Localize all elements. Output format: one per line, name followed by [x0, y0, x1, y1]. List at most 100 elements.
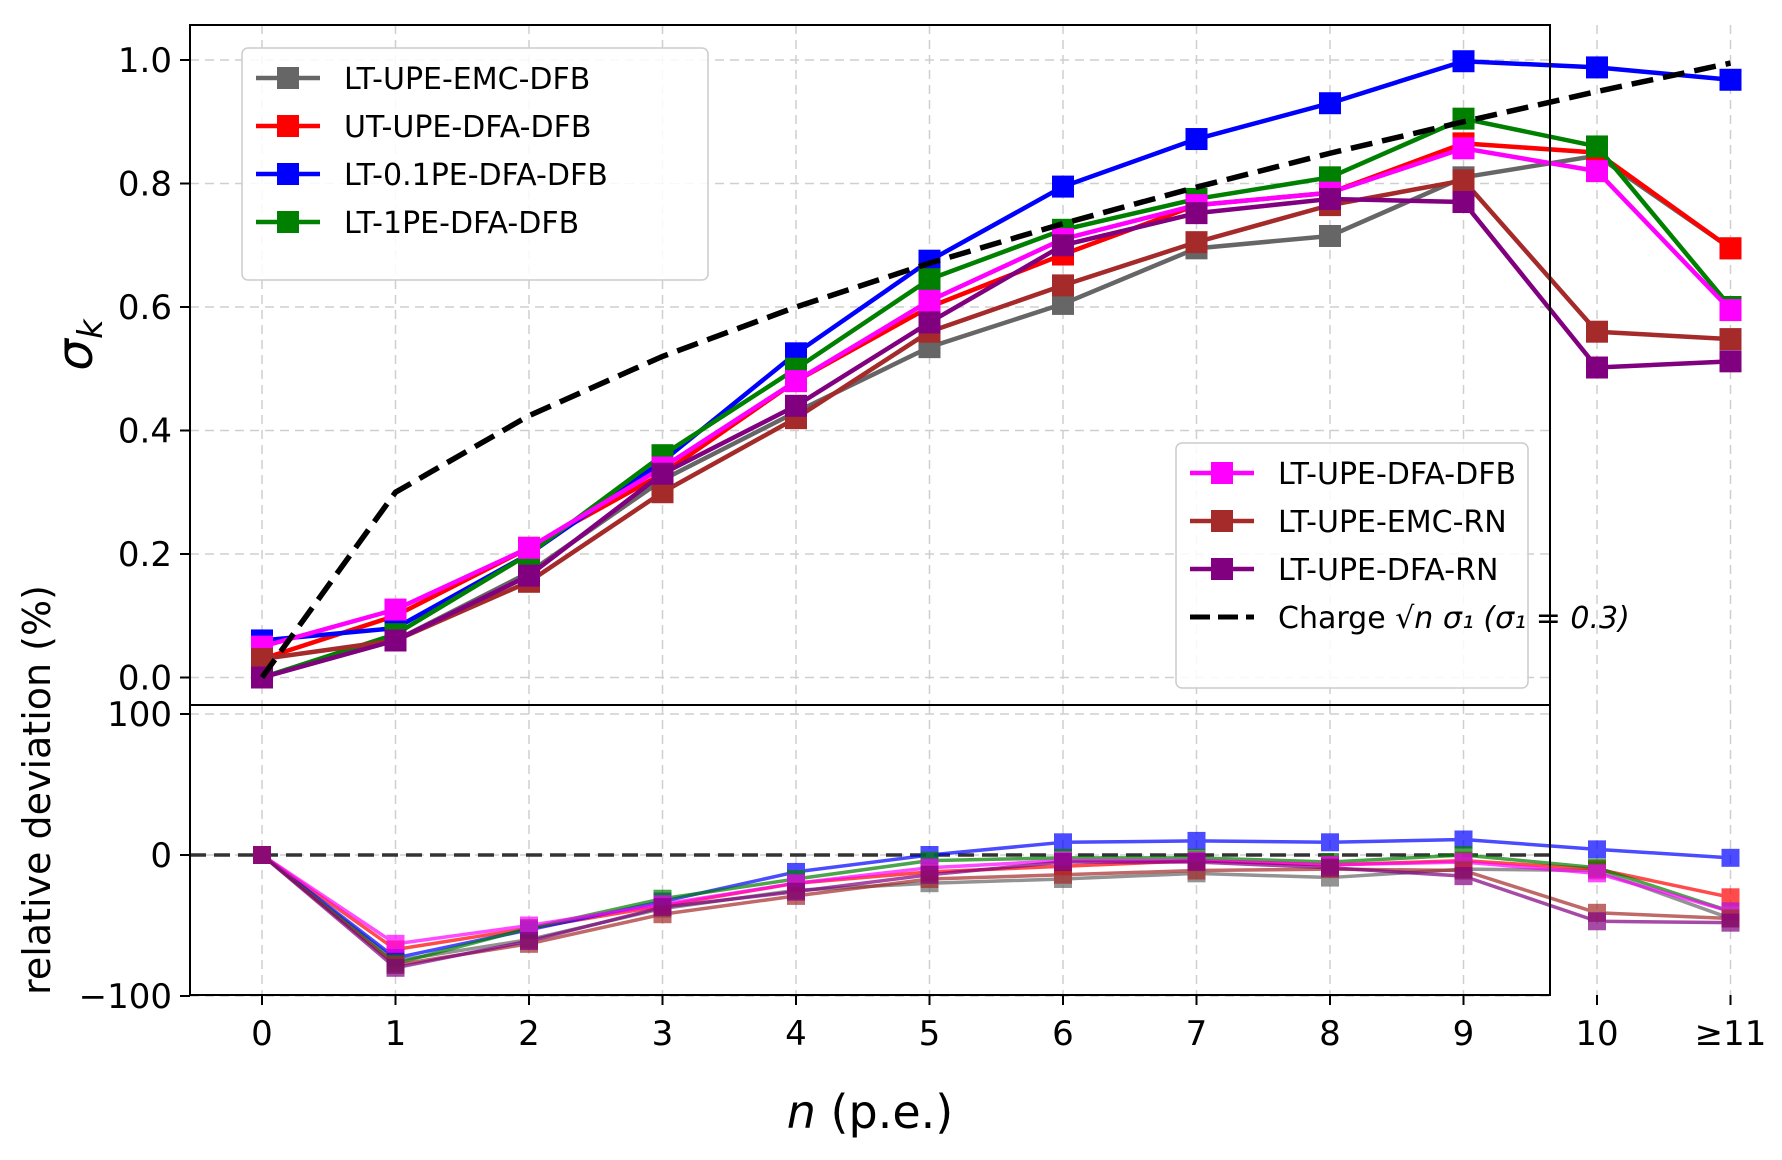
x-tick-label: ≥11	[1695, 1014, 1767, 1054]
x-axis-variable: n	[787, 1085, 816, 1139]
bottom-series-marker	[1321, 858, 1339, 877]
legend-marker	[277, 67, 299, 89]
x-tick-label: 5	[919, 1014, 941, 1054]
legend-label: Charge √n σ₁ (σ₁ = 0.3)	[1278, 601, 1630, 636]
legend-label: LT-UPE-DFA-RN	[1278, 553, 1498, 588]
bottom-y-axis-label: relative deviation (%)	[15, 585, 59, 995]
top-y-axis-label: σk	[46, 318, 111, 371]
top-series-marker	[1185, 231, 1208, 254]
top-series-marker	[518, 536, 540, 559]
legend-entry-lt-upe-emc-dfb: LT-UPE-EMC-DFB	[256, 62, 590, 97]
legend-label: LT-UPE-EMC-DFB	[344, 62, 590, 97]
bottom-panel-series	[253, 830, 1740, 977]
x-tick-label: 0	[251, 1014, 273, 1054]
top-series-marker	[1586, 356, 1608, 379]
top-series-marker	[785, 394, 807, 417]
top-series-marker	[1719, 328, 1742, 351]
legend-marker	[277, 211, 299, 233]
bottom-y-tick-label: 0	[150, 836, 172, 876]
sigma-symbol: σ	[46, 338, 104, 371]
legend-box	[241, 47, 709, 281]
x-tick-label: 1	[385, 1014, 407, 1054]
bottom-series-line	[260, 853, 1731, 970]
top-series-marker	[1586, 160, 1608, 183]
sigma-subscript: k	[71, 318, 111, 339]
top-series-marker	[384, 629, 407, 652]
x-tick-label: 8	[1319, 1014, 1341, 1054]
legend-entry-lt-upe-dfa-dfb: LT-UPE-DFA-DFB	[1190, 457, 1516, 492]
bottom-series-line	[260, 853, 1732, 966]
bottom-series-marker	[1721, 888, 1740, 907]
top-y-tick-label: 0.2	[118, 535, 172, 575]
top-series-marker	[251, 647, 273, 670]
x-tick-label: 7	[1186, 1014, 1208, 1054]
top-series-marker	[1586, 56, 1608, 79]
bottom-y-tick-label: −100	[79, 977, 172, 1017]
top-series-marker	[651, 481, 674, 504]
x-tick-label: 3	[652, 1014, 674, 1054]
legend-label: LT-UPE-DFA-DFB	[1278, 457, 1516, 492]
top-y-tick-label: 0.4	[118, 412, 172, 452]
top-series-marker	[1052, 292, 1074, 315]
bottom-series-marker	[520, 932, 538, 951]
top-series-marker	[1719, 237, 1742, 260]
top-y-tick-label: 1.0	[118, 41, 172, 81]
top-series-marker	[1452, 169, 1475, 192]
top-series-marker	[1452, 191, 1475, 214]
legend-marker	[277, 115, 299, 137]
legend-entry-ut-upe-dfa-dfb: UT-UPE-DFA-DFB	[256, 110, 591, 145]
bottom-series-lt-upe-dfa-rn	[253, 846, 1740, 977]
x-axis-unit: (p.e.)	[816, 1085, 953, 1139]
legend-label: LT-1PE-DFA-DFB	[344, 206, 579, 241]
top-series-marker	[1719, 68, 1742, 91]
bottom-series-line	[261, 853, 1731, 946]
bottom-series-marker	[1588, 840, 1606, 859]
top-series-marker	[1452, 50, 1475, 73]
top-series-marker	[1452, 137, 1475, 160]
bottom-series-marker	[1588, 912, 1606, 931]
legend-label: UT-UPE-DFA-DFB	[344, 110, 591, 145]
legend-label: LT-UPE-EMC-RN	[1278, 505, 1507, 540]
x-tick-label: 4	[785, 1014, 807, 1054]
bottom-series-marker	[787, 882, 805, 901]
top-series-marker	[1719, 299, 1742, 322]
bottom-series-marker	[1721, 913, 1740, 932]
legend-entry-lt-upe-dfa-rn: LT-UPE-DFA-RN	[1190, 553, 1498, 588]
legend-entry-lt-upe-emc-rn: LT-UPE-EMC-RN	[1190, 505, 1507, 540]
legend-box	[1175, 442, 1529, 689]
top-series-line	[261, 116, 1733, 680]
top-y-axis: 0.0 0.2 0.4 0.6 0.8 1.0	[118, 41, 190, 699]
top-series-marker	[918, 289, 941, 312]
bottom-series-marker	[1454, 830, 1473, 849]
top-series-marker	[384, 598, 407, 621]
legend-upper-left: LT-UPE-EMC-DFB UT-UPE-DFA-DFB LT-0.1PE-DFA…	[241, 47, 709, 281]
bottom-series-marker	[1721, 848, 1740, 867]
x-tick-label: 10	[1575, 1014, 1618, 1054]
bottom-series-marker	[1187, 831, 1206, 850]
top-series-marker	[651, 462, 674, 485]
legend-entry-lt-0-1pe-dfa-dfb: LT-0.1PE-DFA-DFB	[256, 158, 608, 193]
bottom-series-marker	[1187, 853, 1206, 872]
top-series-marker	[518, 564, 540, 587]
top-series-marker	[1052, 175, 1074, 198]
legend-marker	[1211, 510, 1233, 532]
bottom-y-tick-label: 100	[107, 695, 172, 735]
legend-label: LT-0.1PE-DFA-DFB	[344, 158, 608, 193]
legend-marker	[277, 163, 299, 185]
bottom-series-marker	[386, 958, 405, 977]
legend-lower-right: LT-UPE-DFA-DFB LT-UPE-EMC-RN LT-UPE-DFA-RN…	[1175, 442, 1630, 689]
bottom-series-marker	[653, 898, 672, 917]
x-axis-label: n (p.e.)	[787, 1085, 953, 1139]
top-y-tick-label: 0.0	[118, 659, 172, 699]
top-series-line	[261, 178, 1731, 662]
top-series-marker	[918, 311, 941, 334]
top-series-marker	[1719, 350, 1742, 373]
top-series-line	[261, 196, 1731, 680]
legend-entry-charge: Charge √n σ₁ (σ₁ = 0.3)	[1190, 601, 1630, 636]
legend-marker	[1211, 558, 1233, 580]
top-series-marker	[1185, 128, 1208, 151]
bottom-y-axis: −100 0 100	[79, 695, 190, 1017]
bottom-series-marker	[253, 846, 271, 864]
bottom-series-marker	[1454, 867, 1473, 886]
